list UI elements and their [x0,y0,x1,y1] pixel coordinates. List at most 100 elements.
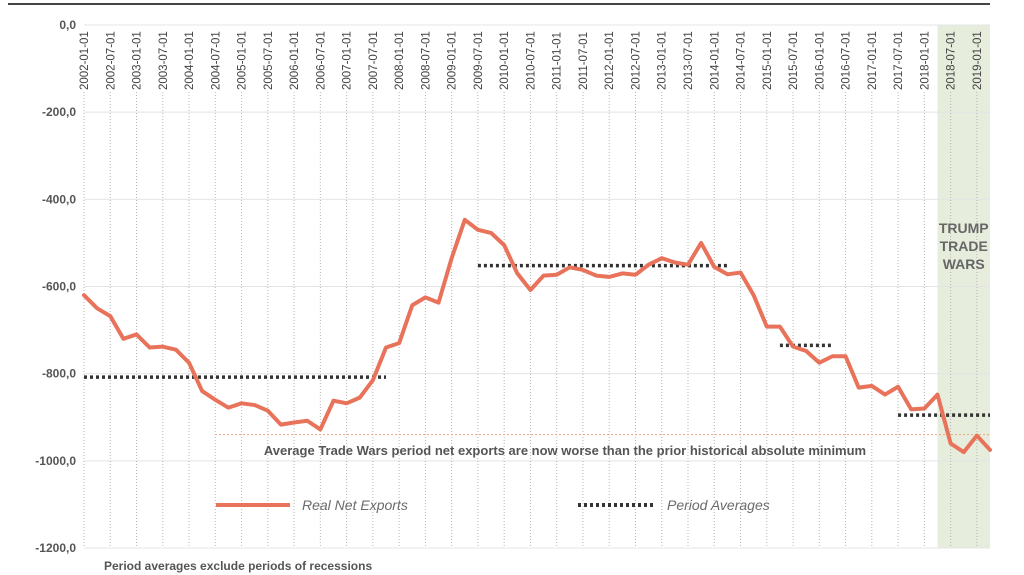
data-point [870,384,874,388]
x-tick-label: 2018-01-01 [919,31,931,90]
data-point [121,337,125,341]
footnote: Period averages exclude periods of reces… [104,559,372,573]
x-tick-label: 2016-01-01 [814,31,826,90]
data-point [725,272,729,276]
data-point [883,392,887,397]
x-tick-label: 2015-07-01 [788,31,800,90]
data-point [555,273,559,277]
data-point [686,263,690,267]
x-tick-label: 2006-07-01 [315,31,327,90]
x-tick-label: 2011-07-01 [578,32,590,90]
data-point [528,288,533,292]
data-point [174,348,178,352]
x-tick-label: 2010-07-01 [525,31,537,90]
y-tick-label: -1000,0 [35,454,76,468]
data-point [95,306,99,310]
data-point [647,263,651,267]
data-point [988,448,992,452]
x-tick-label: 2003-01-01 [132,31,144,90]
data-point [778,324,782,329]
x-tick-label: 2008-07-01 [420,31,432,90]
data-point [148,345,152,350]
data-point [515,271,519,276]
data-point [305,419,309,423]
y-tick-label: -400,0 [42,192,76,206]
data-point [699,241,703,245]
data-point [476,228,480,232]
y-tick-label: -200,0 [42,105,76,119]
legend: Real Net Exports Period Averages [216,497,770,513]
x-tick-label: 2012-07-01 [630,31,642,90]
data-point [541,274,546,278]
x-tick-label: 2003-07-01 [158,31,170,90]
x-tick-label: 2005-01-01 [237,31,249,90]
x-tick-label: 2009-07-01 [473,31,485,90]
data-point [975,433,979,438]
data-point [581,268,585,272]
x-tick-label: 2002-07-01 [105,31,117,90]
data-point [266,409,270,413]
data-point [502,243,506,247]
y-tick-label: -1200,0 [35,541,76,555]
x-tick-label: 2008-01-01 [394,31,406,90]
data-point [791,345,795,349]
trade-wars-label-line: TRADE [940,238,988,254]
data-point [660,256,664,260]
data-point [358,396,362,400]
data-point [213,398,217,402]
legend-label-period-averages: Period Averages [667,497,770,513]
data-point [108,314,112,318]
data-point [226,406,231,410]
data-point [738,270,743,275]
x-tick-label: 2006-01-01 [289,31,301,90]
trade-wars-label-line: TRUMP [939,220,989,236]
data-point [489,231,493,235]
data-point [200,389,204,393]
data-point [896,385,900,389]
x-tick-label: 2015-01-01 [762,31,774,90]
x-tick-label: 2019-01-01 [972,31,984,90]
data-point [922,406,926,411]
data-point [804,349,808,353]
series-line-real-net-exports [82,217,992,455]
data-point [187,361,191,365]
data-point [949,441,953,445]
data-point [384,345,388,350]
data-point [450,256,454,260]
x-tick-label: 2010-01-01 [499,31,511,90]
data-point [857,386,861,390]
legend-label-real-net-exports: Real Net Exports [302,497,408,513]
x-tick-label: 2013-07-01 [683,31,695,90]
data-point [752,293,756,297]
x-tick-label: 2018-07-01 [946,31,958,90]
trade-wars-label-line: WARS [943,256,985,272]
data-point [436,301,441,305]
data-point [765,324,769,329]
data-point [82,293,86,297]
data-point [253,403,257,407]
data-point [239,401,244,405]
data-point [345,401,349,405]
x-tick-label: 2017-01-01 [867,31,879,90]
y-tick-label: 0,0 [59,18,76,32]
x-tick-label: 2016-07-01 [841,31,853,90]
data-point [331,399,336,403]
data-point [962,450,966,454]
data-point [935,392,940,397]
data-point [318,427,322,432]
data-point [463,218,467,222]
x-tick-label: 2007-07-01 [368,31,380,90]
data-point [620,271,624,276]
x-tick-label: 2013-01-01 [657,31,669,90]
data-point [594,274,598,278]
x-tick-label: 2002-01-01 [79,31,91,90]
data-point [909,407,913,412]
x-tick-label: 2009-01-01 [447,31,459,90]
data-point [423,295,427,299]
x-tick-label: 2017-07-01 [893,31,905,90]
data-point [371,378,375,382]
x-tick-label: 2005-07-01 [263,31,275,90]
annotation-text: Average Trade Wars period net exports ar… [264,443,866,458]
data-point [607,275,611,279]
